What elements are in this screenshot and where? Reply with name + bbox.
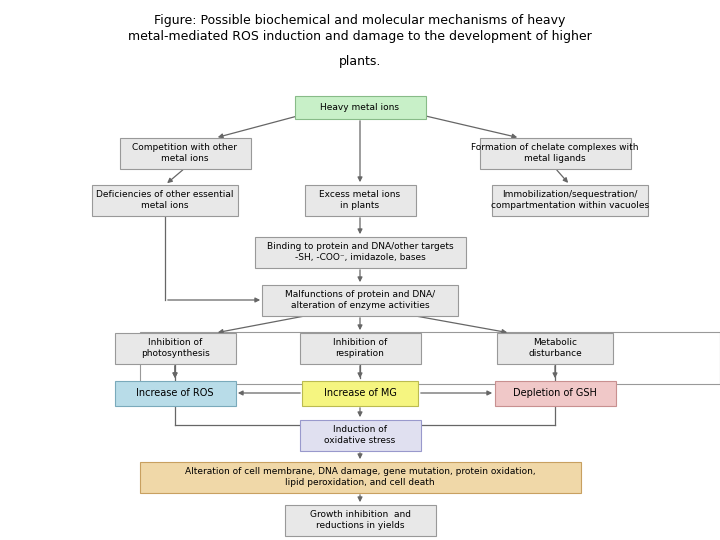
Text: Growth inhibition  and
reductions in yields: Growth inhibition and reductions in yiel… xyxy=(310,510,410,530)
Text: Inhibition of
photosynthesis: Inhibition of photosynthesis xyxy=(140,338,210,357)
FancyBboxPatch shape xyxy=(140,462,580,492)
FancyBboxPatch shape xyxy=(492,185,648,215)
FancyBboxPatch shape xyxy=(497,333,613,363)
FancyBboxPatch shape xyxy=(302,381,418,406)
Text: Heavy metal ions: Heavy metal ions xyxy=(320,103,400,111)
FancyBboxPatch shape xyxy=(294,96,426,118)
FancyBboxPatch shape xyxy=(284,504,436,536)
Text: Induction of
oxidative stress: Induction of oxidative stress xyxy=(325,426,395,445)
Text: Binding to protein and DNA/other targets
-SH, -COO⁻, imidazole, bases: Binding to protein and DNA/other targets… xyxy=(266,242,454,262)
Text: Increase of MG: Increase of MG xyxy=(323,388,397,398)
Text: Formation of chelate complexes with
metal ligands: Formation of chelate complexes with meta… xyxy=(472,143,639,163)
Bar xyxy=(140,332,720,384)
FancyBboxPatch shape xyxy=(262,285,458,315)
Text: plants.: plants. xyxy=(339,55,381,68)
Text: Increase of ROS: Increase of ROS xyxy=(136,388,214,398)
FancyBboxPatch shape xyxy=(254,237,466,267)
FancyBboxPatch shape xyxy=(495,381,616,406)
FancyBboxPatch shape xyxy=(300,420,420,450)
Text: Competition with other
metal ions: Competition with other metal ions xyxy=(132,143,238,163)
Text: Deficiencies of other essential
metal ions: Deficiencies of other essential metal io… xyxy=(96,190,234,210)
Text: Immobilization/sequestration/
compartmentation within vacuoles: Immobilization/sequestration/ compartmen… xyxy=(491,190,649,210)
Text: Excess metal ions
in plants: Excess metal ions in plants xyxy=(320,190,400,210)
FancyBboxPatch shape xyxy=(114,333,235,363)
Text: Malfunctions of protein and DNA/
alteration of enzyme activities: Malfunctions of protein and DNA/ alterat… xyxy=(285,291,435,310)
FancyBboxPatch shape xyxy=(120,138,251,168)
FancyBboxPatch shape xyxy=(480,138,631,168)
Text: metal-mediated ROS induction and damage to the development of higher: metal-mediated ROS induction and damage … xyxy=(128,30,592,43)
Text: Depletion of GSH: Depletion of GSH xyxy=(513,388,597,398)
Text: Metabolic
disturbance: Metabolic disturbance xyxy=(528,338,582,357)
FancyBboxPatch shape xyxy=(300,333,420,363)
FancyBboxPatch shape xyxy=(114,381,235,406)
Text: Figure: Possible biochemical and molecular mechanisms of heavy: Figure: Possible biochemical and molecul… xyxy=(154,14,566,27)
Text: Alteration of cell membrane, DNA damage, gene mutation, protein oxidation,
lipid: Alteration of cell membrane, DNA damage,… xyxy=(185,467,535,487)
Text: Inhibition of
respiration: Inhibition of respiration xyxy=(333,338,387,357)
FancyBboxPatch shape xyxy=(305,185,415,215)
FancyBboxPatch shape xyxy=(92,185,238,215)
